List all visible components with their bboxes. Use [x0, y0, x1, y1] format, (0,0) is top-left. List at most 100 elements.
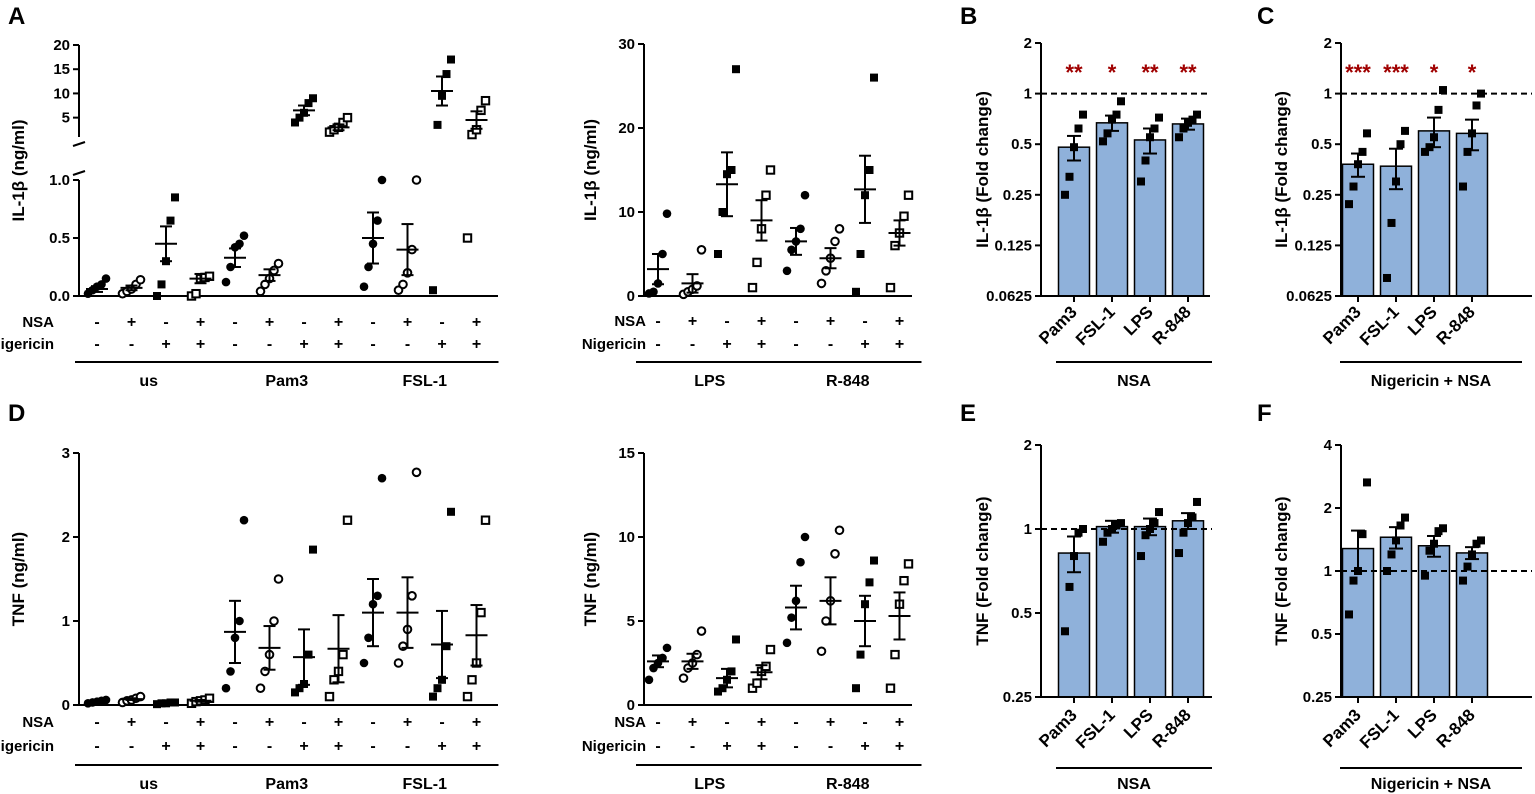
data-point — [1349, 576, 1358, 585]
nigericin-sign: + — [722, 738, 731, 755]
data-point — [398, 279, 408, 290]
data-point — [1354, 567, 1362, 575]
y-tick-label: 0.25 — [1003, 187, 1032, 204]
nigericin-sign: + — [437, 738, 446, 755]
y-tick-label: 2 — [1324, 500, 1332, 517]
data-point — [295, 684, 304, 693]
data-point — [1463, 147, 1472, 156]
nsa-sign: - — [370, 314, 375, 331]
nigericin-sign: - — [405, 738, 410, 755]
y-tick-label: 0.5 — [1011, 136, 1032, 153]
bar — [1379, 536, 1413, 698]
data-point — [1070, 143, 1078, 152]
nigericin-sign: - — [370, 336, 375, 353]
nigericin-sign: - — [129, 738, 134, 755]
panel-label: F — [1257, 400, 1272, 427]
data-point — [1421, 147, 1429, 156]
x-tick-label: FSL-1 — [1356, 705, 1403, 752]
data-point — [830, 236, 840, 247]
nsa-sign: - — [94, 314, 99, 331]
nsa-sign: + — [472, 314, 481, 331]
nsa-sign: + — [472, 714, 481, 731]
nigericin-sign: - — [405, 336, 410, 353]
data-point — [1188, 513, 1197, 522]
data-point — [1112, 110, 1121, 119]
data-point — [191, 288, 201, 299]
data-point — [696, 245, 707, 255]
data-point — [1358, 530, 1367, 539]
nigericin-sign: - — [655, 738, 660, 755]
bar — [1057, 146, 1091, 297]
bar — [1455, 132, 1489, 297]
data-point — [1383, 273, 1391, 282]
data-point — [765, 644, 776, 655]
data-point — [1074, 528, 1083, 537]
data-point — [1099, 137, 1107, 146]
data-point — [273, 574, 284, 584]
data-point — [761, 661, 771, 672]
nsa-sign: + — [196, 714, 205, 731]
data-point — [235, 239, 244, 249]
group-label: NSA — [1117, 776, 1151, 793]
data-point — [1108, 115, 1116, 124]
nsa-sign: + — [826, 714, 835, 731]
data-point — [796, 557, 805, 567]
data-point — [1099, 537, 1107, 546]
data-point — [834, 224, 845, 234]
nigericin-sign: + — [334, 336, 343, 353]
y-tick-label: 10 — [53, 85, 70, 102]
nsa-sign: + — [688, 714, 697, 731]
data-point — [411, 175, 422, 185]
data-point — [903, 559, 914, 569]
x-tick-label: Pam3 — [1319, 302, 1365, 348]
data-point — [476, 607, 486, 618]
nigericin-sign: + — [299, 336, 308, 353]
nsa-sign: - — [163, 314, 168, 331]
data-point — [101, 274, 111, 283]
data-point — [1070, 552, 1078, 561]
data-point — [1141, 156, 1150, 165]
data-point — [782, 266, 792, 276]
data-point — [1175, 133, 1183, 142]
data-point — [662, 209, 672, 218]
nigericin-sign: - — [655, 336, 660, 353]
panel-D1: 0 1 2 3 TNF (ng/ml) D - - + - - + + + - - + - - + + + - - + - - + + +… — [0, 400, 499, 793]
group-label: FSL-1 — [403, 776, 448, 793]
axis-break-mark — [72, 170, 86, 176]
nsa-sign: + — [265, 714, 274, 731]
x-tick-label: Pam3 — [1035, 302, 1081, 348]
nigericin-row-label: Nigericin — [0, 336, 54, 353]
data-point — [1401, 513, 1409, 522]
data-point — [662, 643, 672, 653]
nsa-sign: - — [655, 714, 660, 731]
data-point — [747, 282, 758, 293]
bar — [1171, 520, 1205, 698]
panel-label: E — [960, 400, 976, 427]
data-point — [885, 282, 896, 293]
data-point — [338, 649, 348, 660]
nsa-sign: + — [757, 714, 766, 731]
nigericin-row-label: Nigericin — [0, 738, 54, 755]
y-axis-label: IL-1β (ng/ml) — [581, 119, 600, 221]
nigericin-sign: - — [267, 336, 272, 353]
data-point — [235, 616, 244, 626]
y-tick-label: 3 — [62, 445, 70, 462]
data-point — [255, 286, 266, 297]
panel-label: A — [8, 3, 25, 30]
data-point — [899, 575, 909, 586]
significance-mark: * — [1108, 60, 1117, 85]
data-point — [1472, 101, 1481, 110]
group-label: Nigericin + NSA — [1371, 373, 1492, 390]
y-tick-label: 0.0 — [49, 288, 70, 305]
panel-label: C — [1257, 3, 1274, 30]
nigericin-sign: + — [161, 738, 170, 755]
data-point — [462, 691, 473, 702]
y-axis-label: IL-1β (Fold change) — [1272, 91, 1291, 248]
data-point — [462, 233, 473, 243]
bar — [1341, 163, 1375, 297]
data-point — [1430, 133, 1438, 142]
nigericin-sign: + — [860, 738, 869, 755]
data-point — [135, 274, 146, 285]
nigericin-sign: + — [196, 336, 205, 353]
data-point — [870, 73, 878, 82]
